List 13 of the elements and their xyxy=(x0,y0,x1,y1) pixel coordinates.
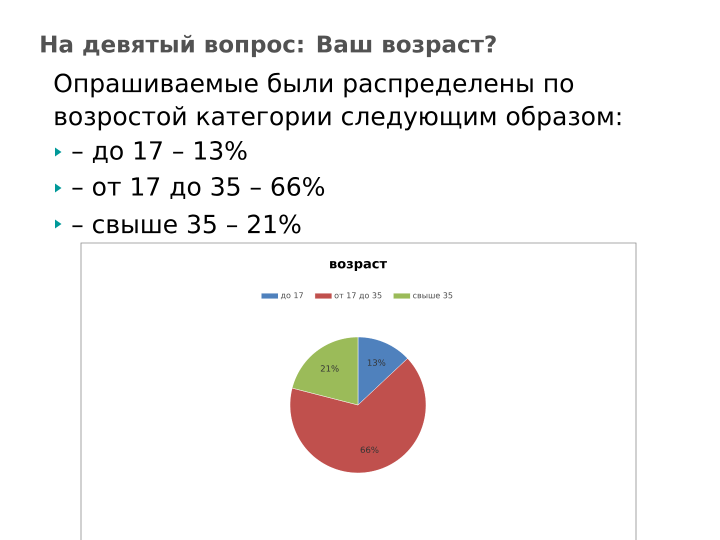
chart-title: возраст xyxy=(330,261,387,271)
text: возростой категории следующим образом: xyxy=(55,106,620,130)
text: Опрашиваемые были распределены по xyxy=(54,72,574,98)
legend-label: до 17 xyxy=(280,292,303,300)
legend-label: от 17 до 35 xyxy=(334,292,382,300)
data-label: 66% xyxy=(360,446,378,454)
legend-label: свыше 35 xyxy=(413,292,452,298)
data-label: 13% xyxy=(368,359,386,366)
data-label: 21% xyxy=(320,365,339,372)
text: На девятый вопрос: Ваш возраст? xyxy=(41,34,496,58)
text: – до 17 – 13% xyxy=(72,140,247,164)
text: – от 17 до 35 – 66% xyxy=(72,176,324,200)
text: – свыше 35 – 21% xyxy=(72,214,300,234)
